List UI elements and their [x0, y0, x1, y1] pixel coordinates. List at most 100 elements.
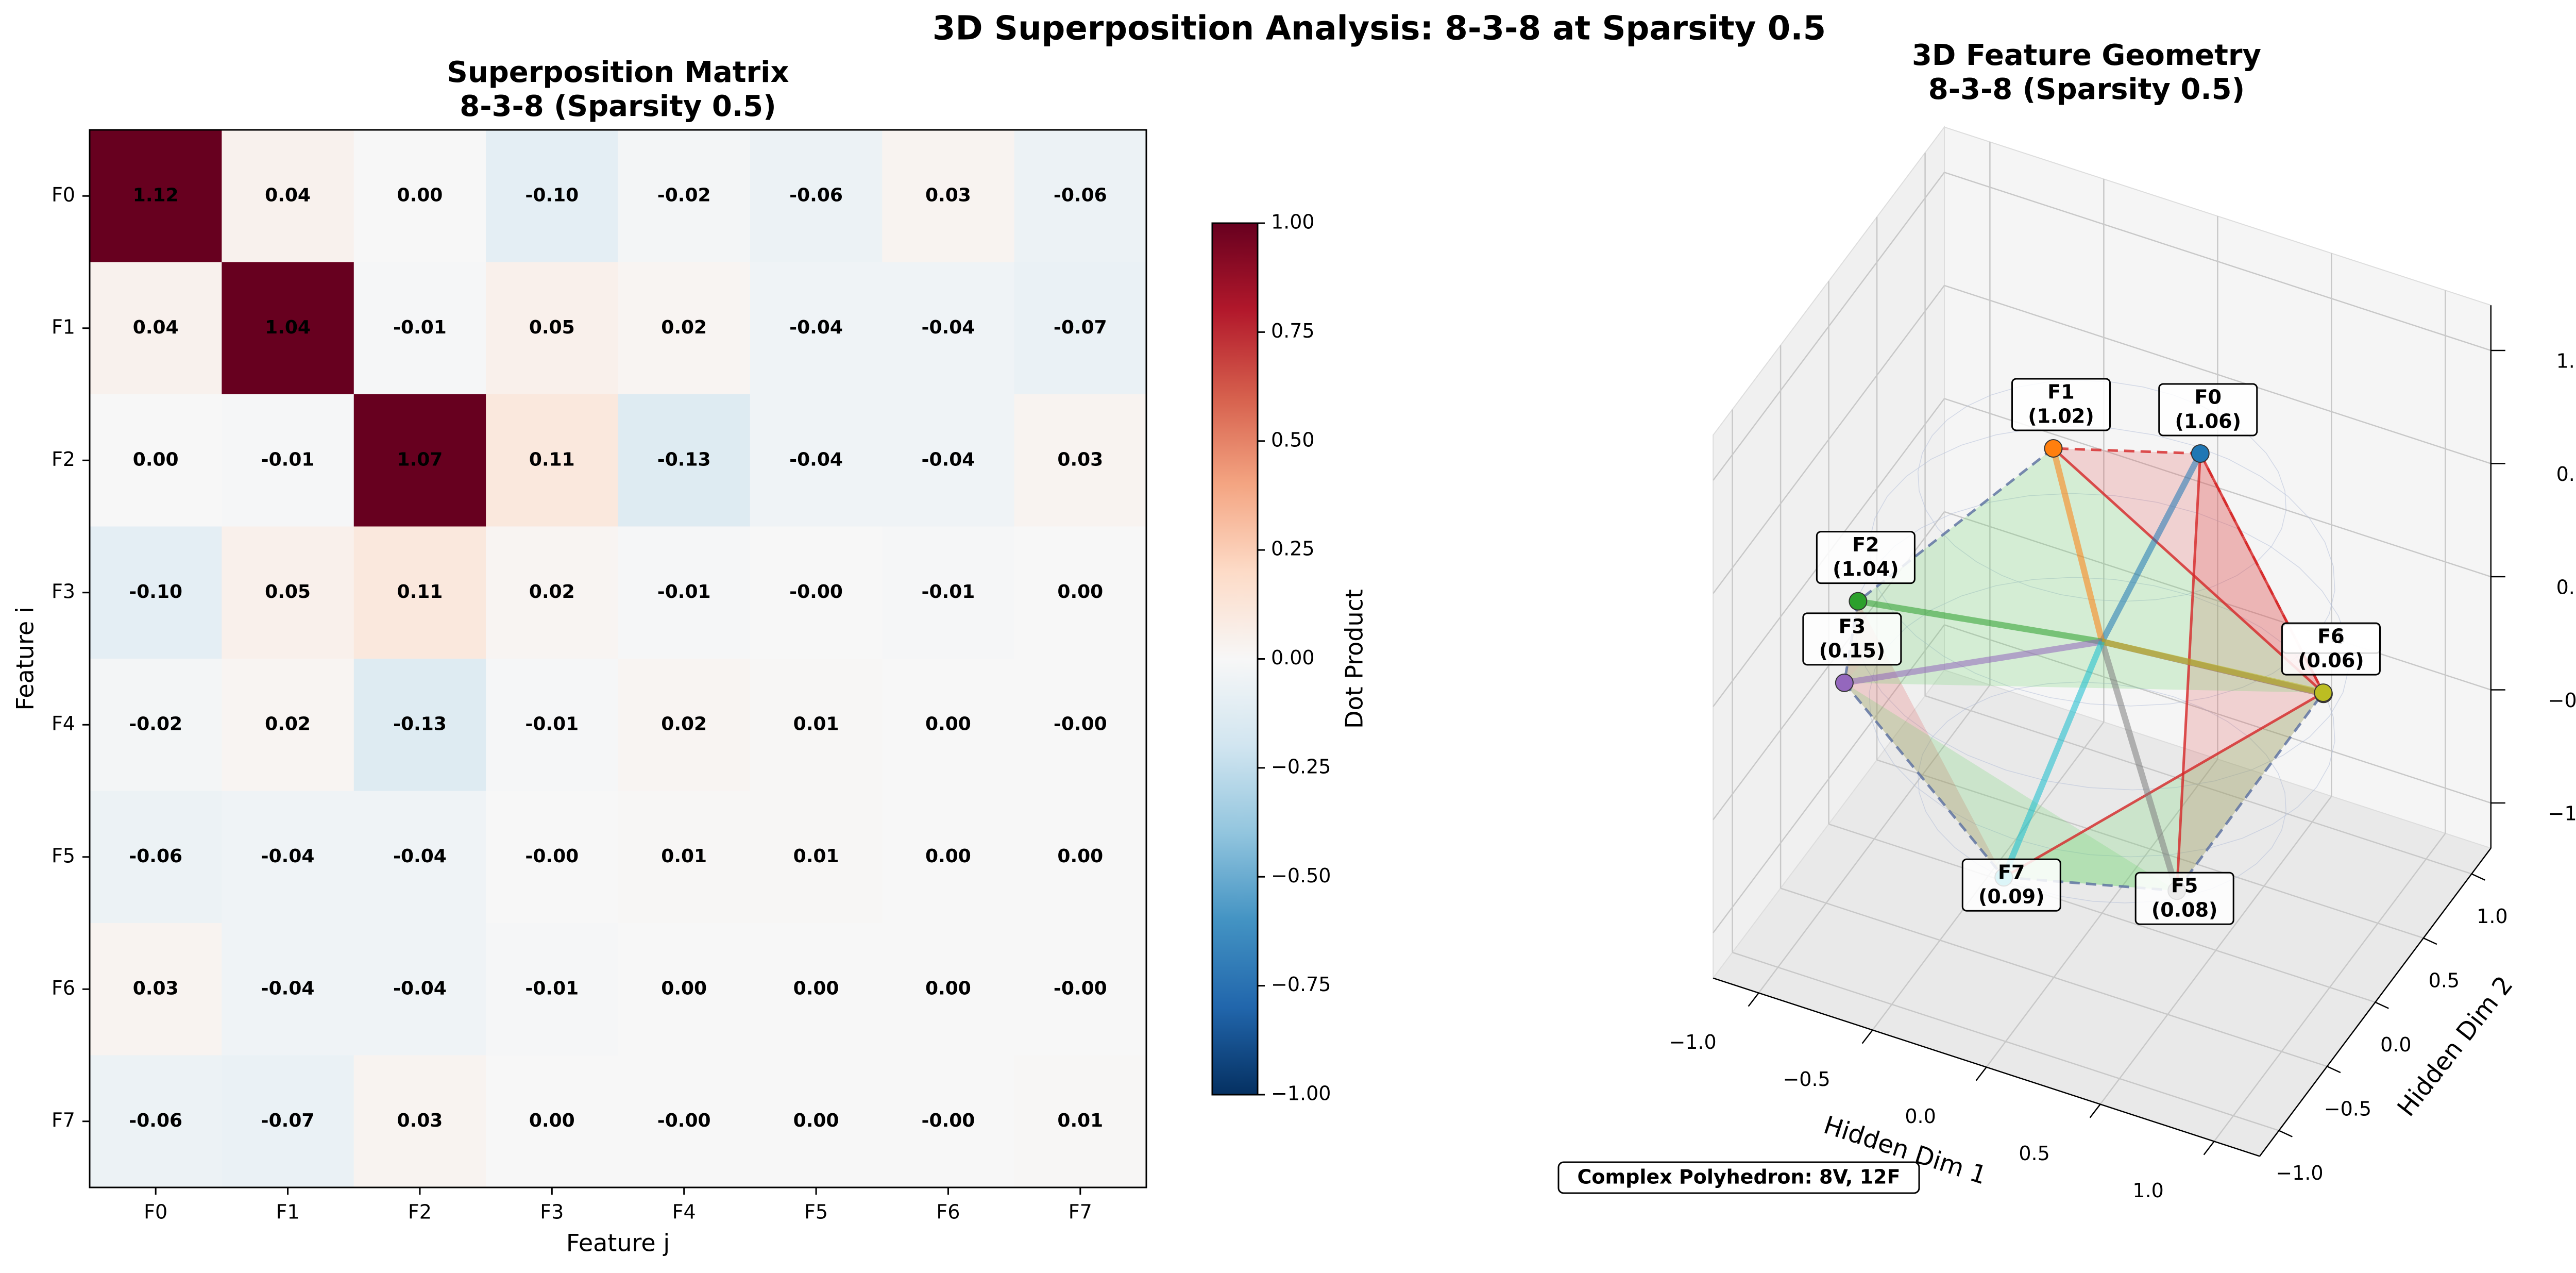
- figure-title: 3D Superposition Analysis: 8-3-8 at Spar…: [933, 10, 1826, 48]
- cell-label: 0.04: [265, 185, 311, 206]
- heatmap-cell: [750, 659, 883, 791]
- heatmap-cell: [882, 923, 1015, 1056]
- heatmap-cell: [486, 394, 618, 527]
- heatmap-cell: [353, 791, 486, 924]
- sphere-wire: [1917, 681, 2287, 903]
- subplot-title: Superposition Matrix: [447, 56, 789, 89]
- cell-label: 0.00: [1057, 846, 1103, 867]
- cell-label: 0.05: [529, 317, 575, 338]
- heatmap-cell: [1014, 1055, 1147, 1188]
- face: [1844, 682, 2177, 891]
- cell-label: 1.04: [265, 317, 311, 338]
- tick-mark: [2471, 873, 2485, 881]
- cell-label: -0.04: [922, 449, 975, 470]
- label-box: [1961, 858, 2061, 912]
- sphere-wire: [1869, 426, 2335, 707]
- grid-line: [1876, 759, 2424, 939]
- heatmap-cell: [882, 791, 1015, 924]
- cell-label: -0.04: [393, 846, 447, 867]
- heatmap-cell: [90, 1055, 222, 1188]
- face: [2004, 693, 2324, 891]
- tick-label: 1.0: [2556, 350, 2576, 373]
- grid-line: [1944, 172, 2492, 351]
- heatmap-cell: [90, 262, 222, 395]
- grid-line: [1713, 285, 1945, 594]
- tick-label: −0.5: [1783, 1068, 1830, 1091]
- heatmap-cell: [222, 1055, 354, 1188]
- x-tick-label: F4: [672, 1201, 696, 1224]
- subplot-title: 8-3-8 (Sparsity 0.5): [1928, 73, 2245, 106]
- label-box: [1816, 531, 1916, 584]
- cell-label: -0.10: [129, 581, 182, 602]
- feature-vector: [2001, 640, 2105, 879]
- tick-mark: [2423, 937, 2437, 945]
- heatmap-cell: [486, 130, 618, 262]
- feature-point: [1849, 592, 1868, 611]
- heatmap-cell: [486, 791, 618, 924]
- heatmap-cell: [90, 791, 222, 924]
- cell-label: -0.01: [261, 449, 315, 470]
- cell-label: 0.00: [925, 713, 971, 734]
- cell-label: -0.04: [261, 846, 315, 867]
- cell-label: 0.11: [397, 581, 443, 602]
- heatmap-cell: [1014, 659, 1147, 791]
- point-label: F6: [2317, 625, 2344, 648]
- heatmap-cell: [618, 791, 751, 924]
- y-tick-label: F6: [52, 977, 75, 999]
- feature-vector: [2099, 641, 2180, 892]
- heatmap-cell: [1014, 923, 1147, 1056]
- heatmap-cell: [90, 659, 222, 791]
- cell-label: 0.01: [661, 846, 707, 867]
- heatmap-cell: [486, 1055, 618, 1188]
- tick-label: 0.0: [1905, 1105, 1936, 1128]
- feature-point: [2044, 439, 2063, 458]
- colorbar-tick-label: 1.00: [1271, 211, 1315, 233]
- heatmap-cell: [353, 262, 486, 395]
- annotation-box: [1557, 1161, 1920, 1194]
- point-label: F3: [1839, 615, 1866, 638]
- label-box: [2011, 378, 2111, 431]
- label-box: [2158, 383, 2258, 437]
- grid-line: [1713, 172, 1945, 481]
- edge: [2175, 453, 2202, 891]
- colorbar-tick-label: −0.25: [1271, 755, 1331, 778]
- tick-label: 1.0: [2477, 905, 2507, 928]
- cell-label: -0.00: [789, 581, 843, 602]
- norm-label: (1.04): [1833, 558, 1899, 580]
- tick-mark: [1975, 1066, 1987, 1081]
- cell-label: -0.04: [789, 317, 843, 338]
- heatmap-cell: [222, 526, 354, 659]
- heatmap-cell: [750, 791, 883, 924]
- tick-label: −1.0: [1669, 1031, 1716, 1053]
- heatmap-cell: [1014, 262, 1147, 395]
- point-label: F5: [2171, 875, 2198, 897]
- heatmap-cell: [750, 262, 883, 395]
- cell-label: 0.00: [1057, 581, 1103, 602]
- cell-label: -0.00: [525, 846, 579, 867]
- x-tick-label: F3: [540, 1201, 564, 1224]
- cell-label: -0.06: [789, 185, 843, 206]
- feature-point: [2314, 683, 2333, 702]
- cell-label: -0.01: [525, 978, 579, 999]
- heatmap-cell: [750, 526, 883, 659]
- colorbar-label: Dot Product: [1341, 589, 1368, 729]
- cell-label: 0.01: [1057, 1110, 1103, 1131]
- heatmap-cell: [882, 262, 1015, 395]
- heatmap-cell: [1014, 130, 1147, 262]
- tick-mark: [2278, 1130, 2293, 1137]
- colorbar-tick-label: −1.00: [1271, 1082, 1331, 1105]
- subplot-title: 3D Feature Geometry: [1912, 39, 2261, 72]
- tick-mark: [2327, 1065, 2341, 1074]
- heatmap-cell: [90, 923, 222, 1056]
- cell-label: 0.00: [133, 449, 179, 470]
- cell-label: -0.00: [657, 1110, 711, 1131]
- tick-label: 0.5: [2556, 463, 2576, 485]
- tick-mark: [1861, 1029, 1873, 1044]
- heatmap-cell: [353, 130, 486, 262]
- cell-label: -0.06: [129, 846, 182, 867]
- heatmap-cell: [750, 923, 883, 1056]
- plot-frame: [89, 129, 1147, 1188]
- x-tick-label: F6: [936, 1201, 960, 1224]
- cell-label: 1.07: [397, 449, 443, 470]
- cell-label: -0.04: [789, 449, 843, 470]
